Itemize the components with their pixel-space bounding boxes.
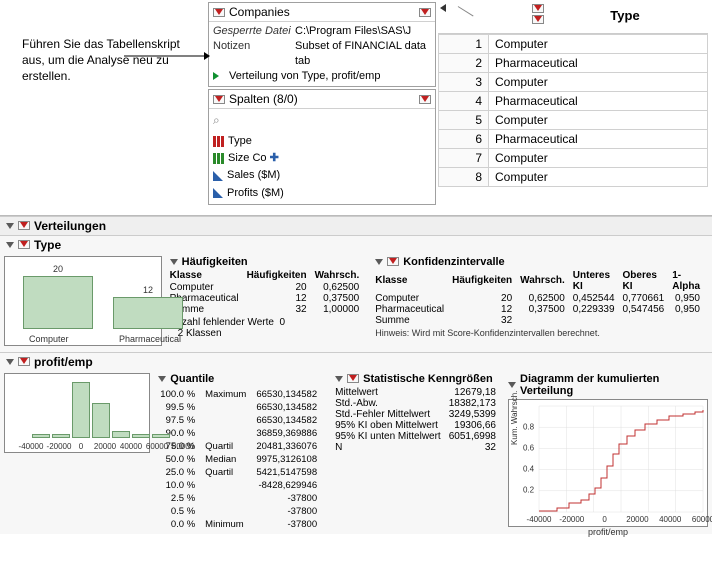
disclosure-icon[interactable] [170,259,178,265]
stats-title: Statistische Kenngrößen [363,373,493,385]
notes-label: Notizen [213,39,291,69]
panel-menu-icon[interactable] [213,95,225,104]
column-type-icon [213,136,224,147]
column-type-icon [213,188,223,198]
companies-title: Companies [229,5,290,19]
columns-title: Spalten (8/0) [229,92,298,106]
ci-title: Konfidenzintervalle [403,256,504,268]
table-script-row[interactable]: Verteilung von Type, profit/emp [213,69,431,85]
classes-label: 2 Klassen [178,328,368,339]
disclosure-icon[interactable] [158,376,166,382]
frequency-table: KlasseHäufigkeitenWahrsch.Computer200,62… [170,270,368,315]
columns-search-input[interactable] [213,111,431,129]
distributions-header: Verteilungen [34,219,106,233]
missing-value: 0 [280,317,286,328]
column-type-icon [213,153,224,164]
panel-menu-icon[interactable] [419,8,431,17]
locked-file-label: Gesperrte Datei [213,24,291,39]
disclosure-icon[interactable] [6,359,14,365]
freq-title: Häufigkeiten [182,256,248,268]
column-item[interactable]: Size Co ✚ [213,150,431,167]
script-label: Verteilung von Type, profit/emp [229,69,380,85]
disclosure-icon[interactable] [508,382,516,388]
column-item[interactable]: Type [213,133,431,150]
notes-value: Subset of FINANCIAL data tab [295,39,431,69]
section-menu-icon[interactable] [347,374,359,383]
table-row[interactable]: 3Computer [439,73,708,92]
column-item[interactable]: Sales ($M) [213,167,431,184]
corner-diag-icon [456,4,478,22]
cdf-chart: profit/emp 0.20.40.60.8-40000-2000002000… [508,399,708,527]
disclosure-icon[interactable] [375,259,383,265]
locked-file-path: C:\Program Files\SAS\J [295,24,411,39]
quantile-title: Quantile [170,373,214,385]
disclosure-icon[interactable] [6,223,14,229]
header-menu-icon[interactable] [532,4,544,13]
columns-panel: Spalten (8/0) TypeSize Co ✚Sales ($M)Pro… [208,89,436,204]
section-menu-icon[interactable] [18,357,30,366]
section-menu-icon[interactable] [18,240,30,249]
section-menu-icon[interactable] [387,257,399,266]
column-header[interactable]: Type [544,4,706,29]
ci-table: KlasseHäufigkeitenWahrsch.Unteres KIOber… [375,270,708,326]
table-row[interactable]: 5Computer [439,111,708,130]
play-icon [213,72,219,80]
cdf-xlabel: profit/emp [588,527,628,537]
table-row[interactable]: 8Computer [439,168,708,187]
table-row[interactable]: 4Pharmaceutical [439,92,708,111]
disclosure-icon[interactable] [335,376,343,382]
table-row[interactable]: 2Pharmaceutical [439,54,708,73]
disclosure-icon[interactable] [6,242,14,248]
panel-menu-icon[interactable] [213,8,225,17]
companies-panel: Companies Gesperrte Datei C:\Program Fil… [208,2,436,87]
section-menu-icon[interactable] [18,221,30,230]
quantile-table: 100.0 %Maximum66530,13458299.5 %66530,13… [158,387,327,532]
cdf-title: Diagramm der kumulierten Verteilung [520,373,708,397]
nav-left-icon[interactable] [440,4,446,12]
table-row[interactable]: 6Pharmaceutical [439,130,708,149]
ci-hint: Hinweis: Wird mit Score-Konfidenzinterva… [375,328,708,338]
missing-label: Anzahl fehlender Werte [170,317,274,328]
profit-section-title: profit/emp [34,355,93,369]
header-menu-icon[interactable] [532,15,544,24]
table-row[interactable]: 1Computer [439,35,708,54]
data-grid[interactable]: 1Computer2Pharmaceutical3Computer4Pharma… [438,34,708,187]
table-row[interactable]: 7Computer [439,149,708,168]
column-type-icon [213,171,223,181]
panel-menu-icon[interactable] [419,95,431,104]
column-item[interactable]: Profits ($M) [213,185,431,202]
type-section-title: Type [34,238,61,252]
profit-histogram: -40000-20000020000400006000080000 [4,373,150,453]
stats-table: Mittelwert12679,18Std.-Abw.18382,173Std.… [335,387,504,453]
type-bar-chart: Computer20Pharmaceutical12 [4,256,162,346]
